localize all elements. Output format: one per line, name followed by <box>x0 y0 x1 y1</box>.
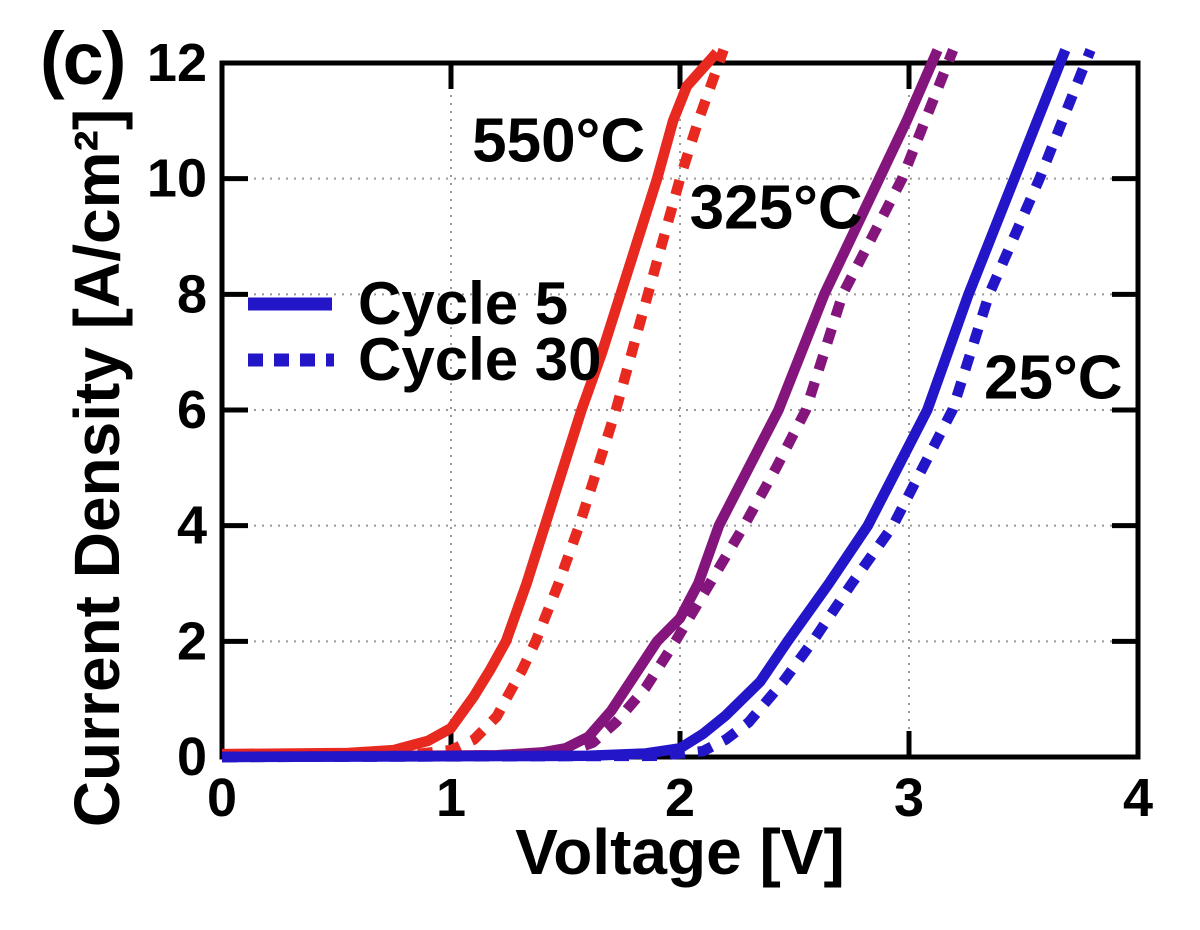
y-tick-label: 6 <box>177 380 207 440</box>
temp-325-label: 325°C <box>689 173 863 243</box>
y-tick-label: 8 <box>177 264 207 324</box>
y-axis-label: Current Density [A/cm²] <box>61 108 133 828</box>
y-tick-label: 12 <box>147 33 207 93</box>
y-tick-label: 10 <box>147 149 207 209</box>
series-25C-cycle30 <box>221 48 1096 763</box>
y-tick-label: 2 <box>177 611 207 671</box>
legend-row-cycle5: Cycle 5 <box>246 270 602 337</box>
x-tick-label: 0 <box>207 768 237 828</box>
x-tick-label: 4 <box>1123 768 1153 828</box>
series-550C-cycle5 <box>221 49 721 760</box>
legend-swatch-solid-icon <box>248 297 332 311</box>
x-axis-label: Voltage [V] <box>515 816 845 888</box>
x-tick-label: 3 <box>894 768 924 828</box>
legend-label-cycle30: Cycle 30 <box>358 326 602 393</box>
y-tick-label: 0 <box>177 727 207 787</box>
temp-25-label: 25°C <box>984 343 1123 413</box>
temp-550-label: 550°C <box>472 106 646 176</box>
y-tick-label: 4 <box>177 496 207 556</box>
series-325C-cycle30 <box>221 48 958 763</box>
series-550C-cycle30 <box>221 48 729 763</box>
panel-label: (c) <box>40 17 126 100</box>
legend-swatch-dashed-icon <box>248 353 334 367</box>
legend: Cycle 5 Cycle 30 <box>246 270 602 393</box>
x-tick-label: 2 <box>665 768 695 828</box>
legend-label-cycle5: Cycle 5 <box>358 270 569 337</box>
x-tick-label: 1 <box>436 768 466 828</box>
legend-row-cycle30: Cycle 30 <box>246 326 602 393</box>
